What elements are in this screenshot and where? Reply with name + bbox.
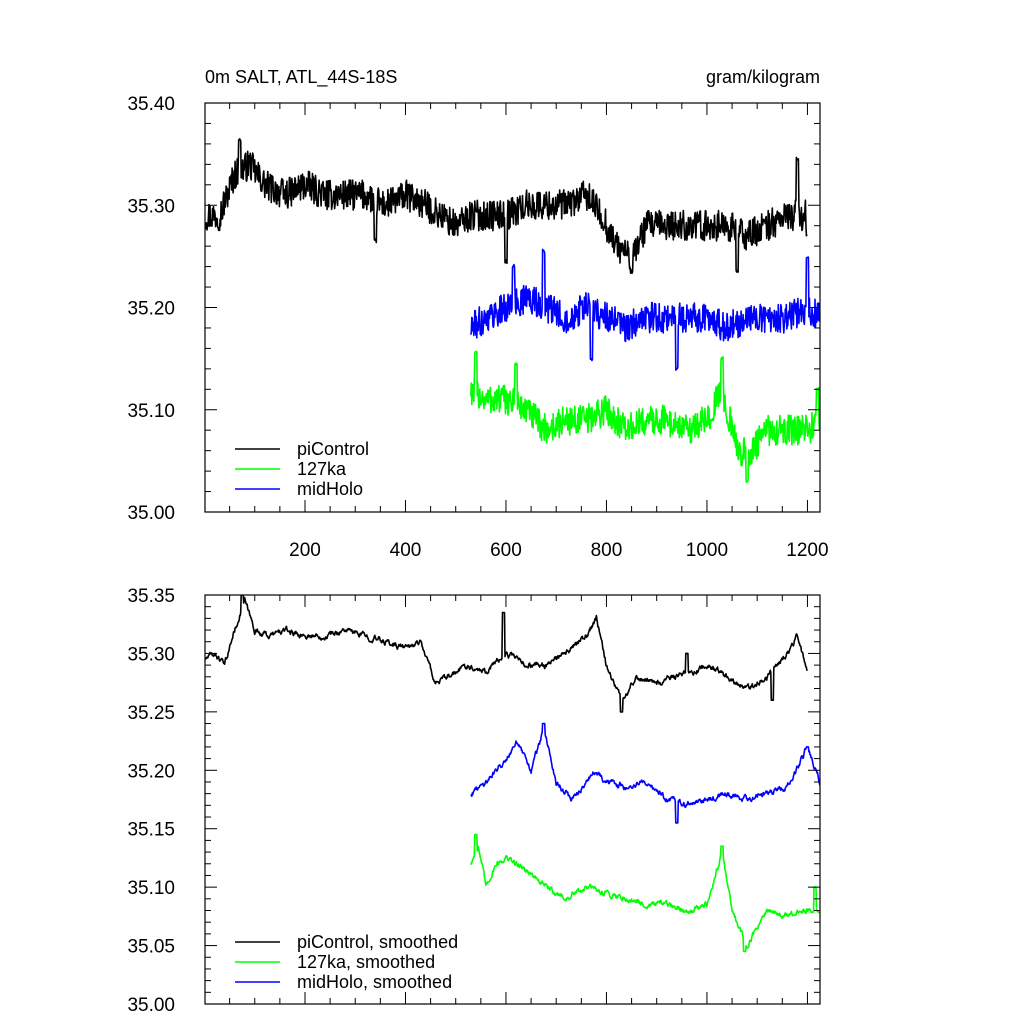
legend-label: 127ka, smoothed [297, 952, 435, 972]
legend-label: piControl [297, 439, 369, 459]
x-tick-label: 400 [390, 540, 422, 561]
y-tick-label: 35.20 [127, 761, 175, 782]
series-line-picontrol [205, 138, 808, 275]
series-line-midholo [470, 722, 820, 824]
x-tick-label: 600 [490, 540, 522, 561]
series-line-127ka [470, 350, 820, 484]
y-tick-label: 35.15 [127, 820, 175, 841]
y-tick-label: 35.05 [127, 937, 175, 958]
y-tick-label: 35.40 [127, 94, 175, 115]
y-tick-label: 35.00 [127, 995, 175, 1016]
legend-label: 127ka [297, 459, 347, 479]
legend-label: midHolo [297, 479, 363, 499]
y-tick-label: 35.25 [127, 703, 175, 724]
x-tick-label: 1200 [786, 540, 828, 561]
y-tick-label: 35.10 [127, 878, 175, 899]
y-tick-label: 35.00 [127, 503, 175, 524]
y-tick-label: 35.30 [127, 644, 175, 665]
chart-units-label: gram/kilogram [706, 67, 820, 87]
legend-label: piControl, smoothed [297, 932, 458, 952]
series-line-127ka [470, 833, 820, 953]
y-tick-label: 35.10 [127, 401, 175, 422]
chart-title-left: 0m SALT, ATL_44S-18S [205, 67, 397, 88]
y-tick-label: 35.35 [127, 586, 175, 607]
plot-frame [204, 594, 821, 1005]
x-tick-label: 200 [289, 540, 321, 561]
y-tick-label: 35.20 [127, 299, 175, 320]
x-tick-label: 1000 [686, 540, 728, 561]
series-line-picontrol [205, 595, 808, 713]
legend-label: midHolo, smoothed [297, 972, 452, 992]
series-line-midholo [470, 248, 820, 371]
x-tick-label: 800 [591, 540, 623, 561]
raw-salinity-panel: 0m SALT, ATL_44S-18S gram/kilogram 35.00… [127, 67, 828, 561]
smoothed-salinity-panel: 35.00 35.05 35.10 35.15 35.20 35.25 35.30 35.35… [127, 586, 821, 1016]
y-tick-label: 35.30 [127, 196, 175, 217]
